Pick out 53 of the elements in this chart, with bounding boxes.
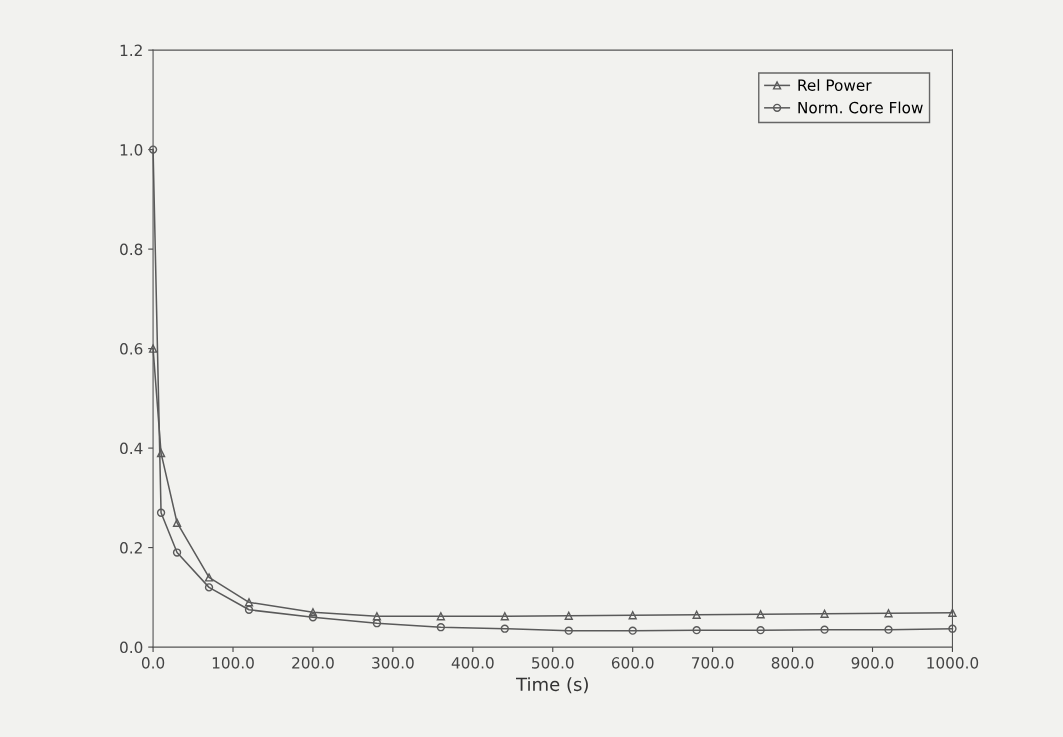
y-tick-label: 0.4 — [120, 442, 143, 455]
point — [204, 583, 214, 592]
legend-label: Norm. Core Flow — [798, 101, 923, 114]
point — [436, 612, 446, 621]
point — [500, 612, 509, 621]
point — [148, 344, 158, 353]
legend-label: Rel Power — [798, 79, 872, 91]
point — [156, 508, 166, 517]
point — [244, 605, 254, 614]
point — [148, 145, 158, 154]
y-tick-label: 1.0 — [120, 144, 143, 156]
point — [820, 609, 829, 618]
point — [628, 611, 637, 620]
point — [372, 612, 382, 621]
point — [692, 626, 701, 635]
x-tick-label: 300.0 — [372, 657, 414, 669]
point — [308, 608, 318, 617]
point — [756, 610, 765, 619]
y-tick-label: 0.6 — [120, 343, 143, 355]
x-tick-label: 700.0 — [692, 657, 734, 669]
x-tick-label: 100.0 — [212, 657, 254, 669]
point — [628, 626, 637, 635]
y-tick-label: 0.8 — [120, 243, 143, 256]
x-tick-label: 500.0 — [532, 657, 574, 669]
point — [308, 613, 318, 622]
y-tick-label: 0.2 — [120, 542, 142, 554]
x-tick-label: 0.0 — [141, 657, 165, 669]
point — [948, 608, 957, 617]
x-tick-label: 900.0 — [851, 657, 894, 669]
point — [756, 626, 765, 635]
point — [156, 448, 166, 458]
point — [244, 598, 254, 607]
x-tick-label: 600.0 — [611, 657, 654, 669]
y-tick-label: 1.2 — [120, 44, 142, 56]
x-tick-label: 400.0 — [451, 657, 494, 669]
x-tick-label: 1000.0 — [927, 657, 979, 669]
point — [372, 619, 382, 628]
x-tick-label: 800.0 — [771, 657, 814, 669]
point — [948, 624, 957, 633]
point — [564, 626, 573, 635]
x-tick-label: 200.0 — [292, 657, 334, 669]
point — [500, 624, 509, 633]
point — [884, 609, 893, 618]
point — [820, 625, 829, 634]
point — [692, 610, 701, 619]
y-tick-label: 0.0 — [120, 641, 143, 654]
point — [172, 518, 182, 527]
x-axis-title: Time (s) — [516, 677, 588, 694]
point — [204, 573, 214, 582]
point — [564, 611, 573, 620]
point — [172, 548, 182, 557]
point — [884, 625, 893, 634]
point — [436, 623, 446, 632]
